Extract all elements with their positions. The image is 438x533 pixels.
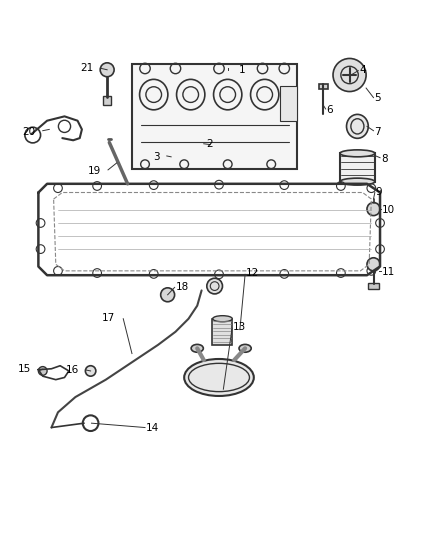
Bar: [212, 319, 232, 345]
Ellipse shape: [191, 344, 203, 352]
Text: 19: 19: [87, 166, 101, 176]
Circle shape: [39, 367, 47, 375]
Text: 7: 7: [374, 126, 381, 136]
Text: 18: 18: [176, 281, 189, 292]
Text: 20: 20: [22, 127, 35, 138]
Text: 2: 2: [206, 139, 212, 149]
Circle shape: [207, 278, 223, 294]
Text: 10: 10: [382, 205, 395, 215]
Ellipse shape: [239, 344, 251, 352]
Ellipse shape: [213, 316, 232, 322]
Ellipse shape: [184, 359, 254, 396]
Text: 8: 8: [381, 154, 388, 164]
Bar: [368, 283, 379, 289]
Text: 21: 21: [81, 63, 94, 74]
Text: 17: 17: [102, 313, 116, 323]
Ellipse shape: [340, 150, 375, 157]
Text: 1: 1: [239, 65, 245, 75]
Text: 4: 4: [359, 65, 366, 75]
Circle shape: [161, 288, 175, 302]
Circle shape: [85, 366, 96, 376]
Text: 14: 14: [146, 423, 159, 433]
Bar: [319, 84, 328, 89]
Circle shape: [367, 258, 380, 271]
Text: 6: 6: [326, 105, 333, 115]
Bar: [340, 154, 375, 182]
Text: 5: 5: [374, 93, 381, 103]
Ellipse shape: [346, 115, 368, 139]
Circle shape: [100, 63, 114, 77]
Ellipse shape: [340, 178, 375, 185]
Text: 15: 15: [18, 364, 31, 374]
Circle shape: [367, 203, 380, 215]
Text: 13: 13: [233, 322, 246, 333]
Bar: [103, 96, 111, 104]
Text: 12: 12: [246, 268, 259, 278]
Circle shape: [333, 59, 366, 92]
Text: 16: 16: [66, 365, 79, 375]
Text: 9: 9: [376, 187, 382, 197]
Bar: [280, 86, 297, 120]
Text: 11: 11: [382, 266, 395, 277]
Bar: [132, 64, 297, 168]
Text: 3: 3: [154, 152, 160, 162]
